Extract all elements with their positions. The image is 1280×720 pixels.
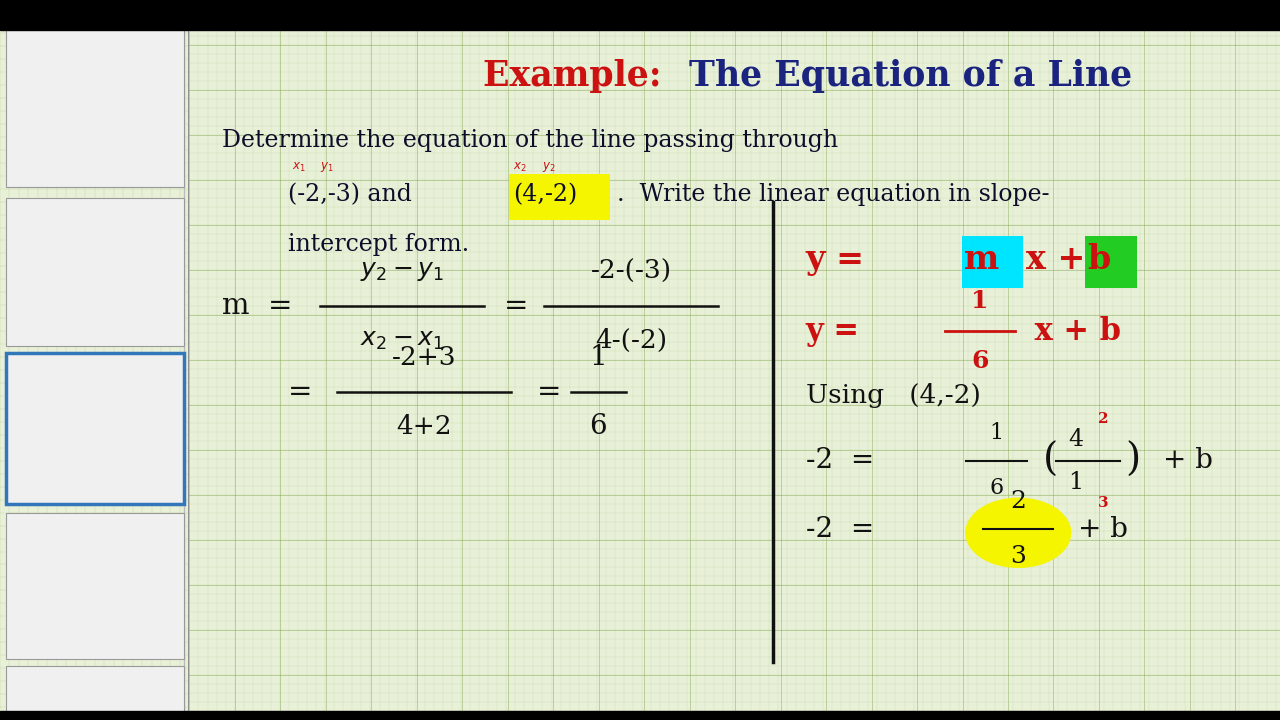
Text: 3: 3: [1010, 545, 1027, 568]
Text: $x_1$: $x_1$: [292, 161, 306, 174]
Bar: [5, 666, 184, 720]
Text: =: =: [504, 292, 529, 320]
Text: $y_2$: $y_2$: [543, 160, 557, 174]
FancyBboxPatch shape: [509, 174, 611, 220]
FancyBboxPatch shape: [961, 236, 1023, 288]
Bar: [0, 0, 189, 30]
Text: 2: 2: [1010, 490, 1027, 513]
Circle shape: [966, 498, 1070, 567]
Text: + b: + b: [1078, 516, 1128, 543]
FancyBboxPatch shape: [1084, 236, 1137, 288]
Text: ): ): [1125, 442, 1140, 480]
Text: $y_1$: $y_1$: [320, 160, 334, 174]
Text: y =: y =: [805, 315, 870, 347]
Text: intercept form.: intercept form.: [288, 233, 468, 256]
Text: + b: + b: [1164, 447, 1213, 474]
Text: =: =: [538, 379, 562, 406]
Text: b: b: [1087, 243, 1110, 276]
Text: 6: 6: [590, 413, 607, 441]
Text: -2  =: -2 =: [805, 447, 874, 474]
Text: y =: y =: [805, 243, 877, 276]
Text: 6: 6: [989, 477, 1004, 499]
Bar: [189, 711, 1280, 720]
Text: $y_2 - y_1$: $y_2 - y_1$: [360, 260, 444, 283]
Text: 6: 6: [972, 349, 988, 374]
Text: (: (: [1043, 442, 1059, 480]
Text: 4+2: 4+2: [396, 415, 452, 439]
Text: 1: 1: [989, 423, 1004, 444]
Text: 1: 1: [1069, 471, 1084, 494]
Text: $x_2 - x_1$: $x_2 - x_1$: [360, 329, 444, 352]
Text: 1: 1: [972, 289, 988, 313]
Text: 4: 4: [1069, 428, 1084, 451]
Text: m: m: [964, 243, 998, 276]
Text: -2+3: -2+3: [392, 346, 456, 370]
Text: Example:: Example:: [483, 58, 686, 93]
Bar: [0, 711, 189, 720]
Text: x +: x +: [1025, 243, 1097, 276]
Text: -2  =: -2 =: [805, 516, 874, 543]
Text: 1: 1: [590, 344, 607, 372]
Bar: [5, 353, 184, 504]
Text: (4,-2): (4,-2): [513, 183, 577, 206]
Text: The Equation of a Line: The Equation of a Line: [689, 58, 1132, 93]
Bar: [5, 25, 184, 187]
Bar: [189, 0, 1280, 30]
Text: Using   (4,-2): Using (4,-2): [805, 384, 980, 408]
Text: (-2,-3) and: (-2,-3) and: [288, 183, 419, 206]
Text: =: =: [288, 379, 312, 406]
Text: x + b: x + b: [1024, 315, 1121, 347]
Text: 2: 2: [1098, 412, 1108, 426]
Text: -2-(-3): -2-(-3): [590, 259, 672, 284]
Bar: [5, 513, 184, 659]
Text: 3: 3: [1098, 495, 1108, 510]
Text: m  =: m =: [223, 292, 293, 320]
Text: 4-(-2): 4-(-2): [595, 328, 667, 353]
Bar: [5, 198, 184, 346]
Text: $x_2$: $x_2$: [513, 161, 527, 174]
Text: Determine the equation of the line passing through: Determine the equation of the line passi…: [223, 129, 838, 152]
Text: .  Write the linear equation in slope-: . Write the linear equation in slope-: [617, 183, 1050, 206]
